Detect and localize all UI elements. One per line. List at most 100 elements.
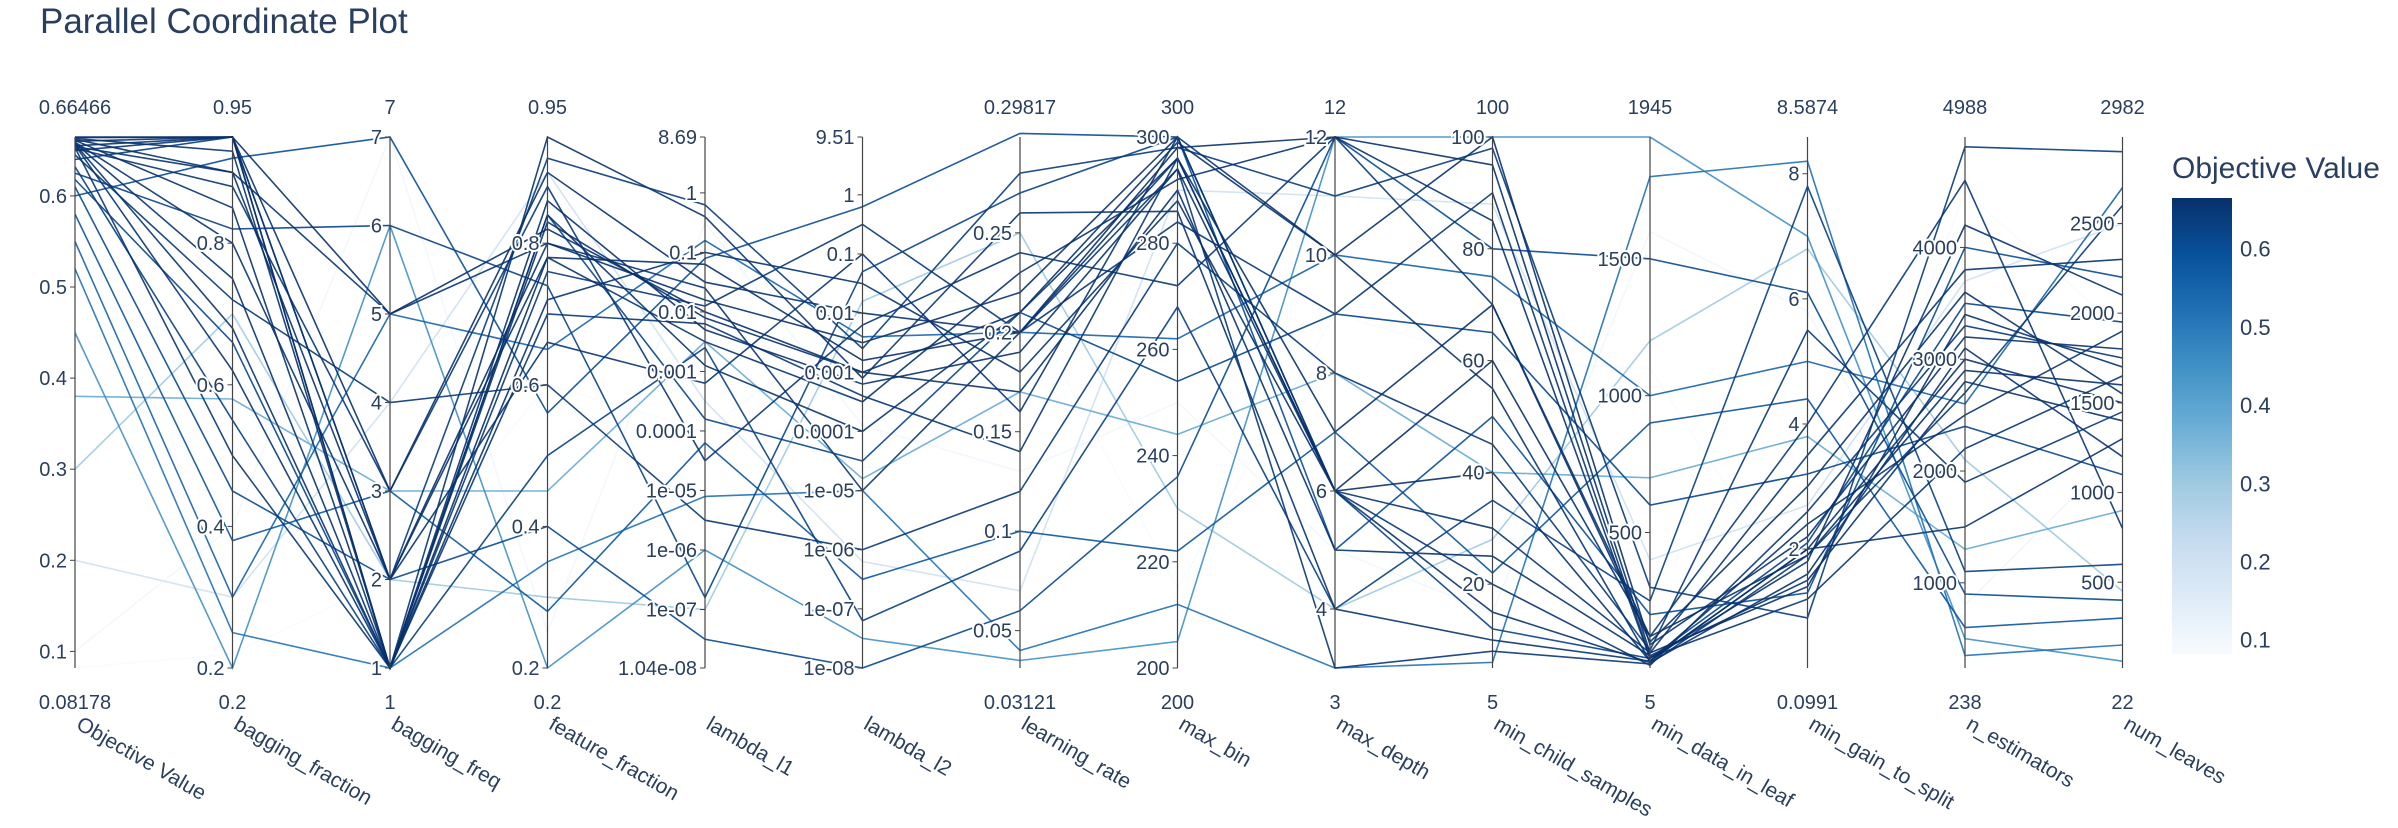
axis-title: bagging_fraction [230, 712, 376, 810]
axis-min-label: 0.08178 [39, 692, 111, 714]
tick-label: 1e-07 [646, 599, 697, 621]
axis-learning-rate: 0.05 0.1 0.15 0.2 0.25 0.29817 0.03121learning… [971, 97, 1136, 794]
axis-min-label: 0.03121 [984, 692, 1056, 714]
trial-polyline [74, 135, 2123, 660]
axis-max-label: 8.5874 [1777, 97, 1838, 119]
tick-label: 8.69 [658, 127, 697, 149]
trial-polyline [74, 136, 2123, 619]
tick-label: 200 [1136, 658, 1169, 680]
tick-label: 7 [371, 127, 382, 149]
tick-label: 100 [1451, 127, 1484, 149]
trial-polyline [74, 142, 2123, 671]
chart-title: Parallel Coordinate Plot [40, 2, 408, 41]
tick-label: 4000 [1913, 237, 1958, 259]
tick-label: 2000 [2070, 303, 2115, 325]
tick-label: 260 [1136, 339, 1169, 361]
trial-polyline [74, 136, 2123, 671]
colorbar-tick-label: 0.4 [2240, 393, 2271, 418]
trial-polyline [74, 340, 2123, 551]
tick-label: 0.8 [197, 233, 225, 255]
trial-polyline [74, 134, 2124, 653]
trial-polyline [74, 187, 2124, 599]
axis-title: n_estimators [1963, 712, 2079, 792]
tick-label: 0.1 [669, 242, 697, 264]
tick-label: 0.001 [804, 362, 854, 384]
axis-title: learning_rate [1018, 712, 1136, 793]
tick-label: 6 [371, 216, 382, 238]
tick-label: 3 [371, 481, 382, 503]
tick-label: 0.6 [39, 186, 67, 208]
axis-title: num_leaves [2120, 712, 2230, 789]
axis-max-label: 4988 [1943, 97, 1988, 119]
trial-polyline [74, 136, 2123, 660]
colorbar-gradient [2172, 198, 2232, 654]
tick-label: 500 [2081, 572, 2114, 594]
tick-label: 2500 [2070, 213, 2115, 235]
trial-polyline [74, 136, 2123, 644]
trial-polyline [74, 136, 2124, 671]
polylines-layer [74, 132, 2124, 671]
tick-label: 5 [371, 304, 382, 326]
axis-objective-value: 0.1 0.2 0.3 0.4 0.5 0.6 0.66466 0.08178Objectiv… [37, 97, 211, 805]
tick-label: 1e-05 [803, 481, 854, 503]
tick-label: 220 [1136, 552, 1169, 574]
tick-label: 4 [1788, 414, 1799, 436]
axis-min-label: 0.0991 [1777, 692, 1838, 714]
trial-polyline [74, 132, 2123, 616]
tick-label: 80 [1462, 239, 1484, 261]
axis-max-label: 7 [384, 97, 395, 119]
tick-label: 2000 [1913, 461, 1958, 483]
tick-label: 280 [1136, 233, 1169, 255]
axis-title: feature_fraction [545, 712, 683, 805]
tick-label: 4 [371, 393, 382, 415]
tick-label: 500 [1609, 523, 1642, 545]
colorbar-tick-label: 0.2 [2240, 550, 2271, 575]
axis-title: Objective Value [73, 712, 211, 805]
tick-label: 0.01 [658, 302, 697, 324]
tick-label: 0.5 [39, 277, 67, 299]
axis-max-label: 2982 [2100, 97, 2145, 119]
tick-label: 0.2 [512, 658, 540, 680]
colorbar-tick-label: 0.3 [2240, 471, 2271, 496]
tick-label: 1500 [1598, 249, 1643, 271]
tick-label: 3000 [1913, 349, 1958, 371]
tick-label: 0.01 [816, 303, 855, 325]
tick-label: 0.4 [512, 516, 540, 538]
trial-polyline [74, 139, 2123, 671]
colorbar: 0.1 0.2 0.3 0.4 0.5 0.6 [2172, 198, 2271, 654]
axis-max-label: 0.29817 [984, 97, 1056, 119]
trial-polyline [74, 147, 2123, 670]
axis-max-label: 300 [1161, 97, 1194, 119]
axis-max-label: 100 [1476, 97, 1509, 119]
trial-polyline [74, 145, 2123, 659]
trial-polyline [74, 137, 2123, 671]
axis-title: min_data_in_leaf [1648, 712, 1798, 812]
tick-label: 10 [1305, 245, 1327, 267]
trial-polyline [75, 136, 2123, 638]
axis-max-label: 0.66466 [39, 97, 111, 119]
tick-label: 1e-07 [803, 599, 854, 621]
axis-title: bagging_freq [388, 712, 506, 793]
tick-label: 1e-06 [803, 540, 854, 562]
trial-polyline [74, 135, 2124, 639]
tick-label: 1 [686, 183, 697, 205]
trial-polyline [74, 231, 2124, 611]
axis-min-label: 200 [1161, 692, 1194, 714]
tick-label: 1.04e-08 [618, 658, 697, 680]
trial-polyline [74, 170, 2123, 599]
axis-min-label: 5 [1644, 692, 1655, 714]
tick-label: 9.51 [816, 127, 855, 149]
axis-min-label: 0.2 [534, 692, 562, 714]
axis-min-label: 5 [1487, 692, 1498, 714]
colorbar-title: Objective Value [2172, 152, 2380, 185]
tick-label: 1e-05 [646, 480, 697, 502]
trial-polyline [74, 135, 2123, 669]
tick-label: 0.001 [647, 361, 697, 383]
axis-title: lambda_l2 [860, 712, 955, 780]
tick-label: 8 [1316, 363, 1327, 385]
tick-label: 1 [843, 185, 854, 207]
